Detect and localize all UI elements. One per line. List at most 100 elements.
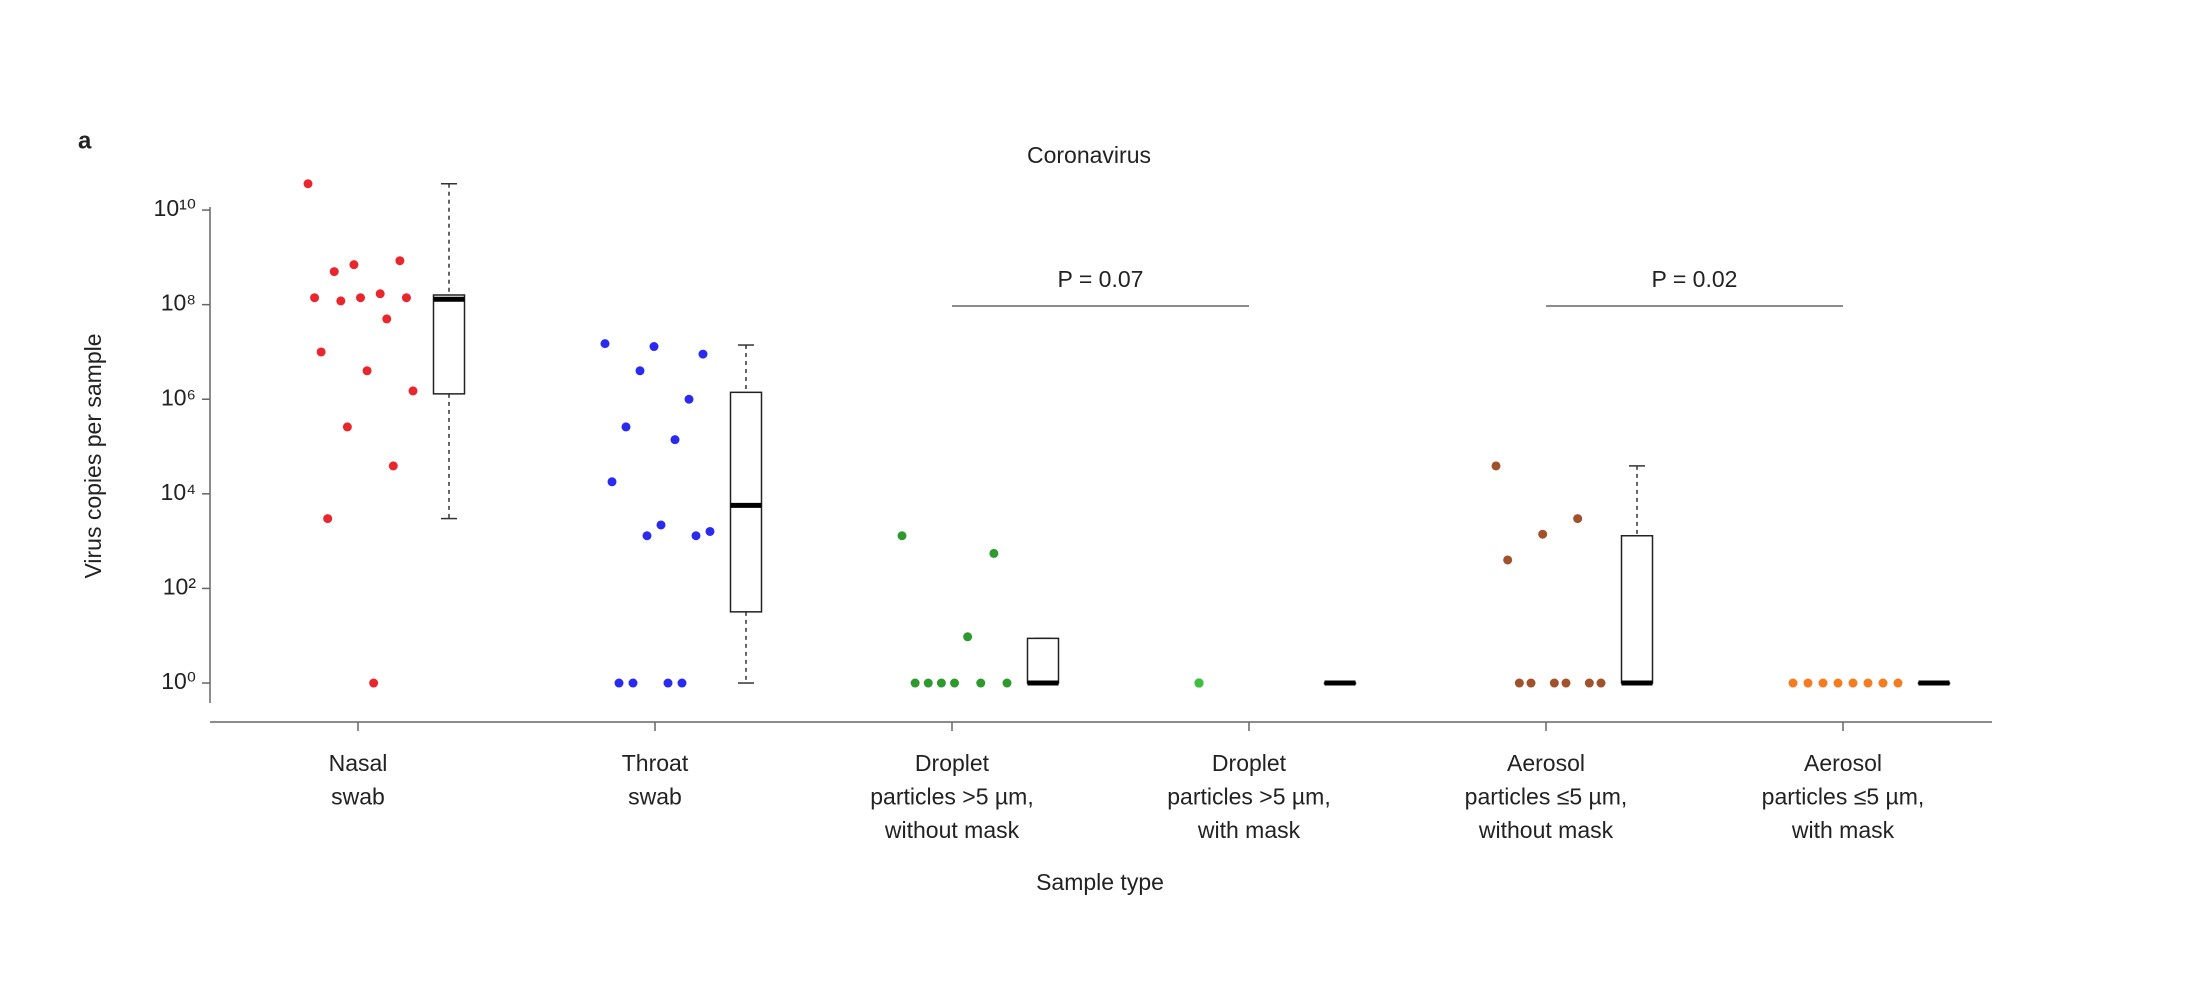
data-point <box>923 678 933 688</box>
data-point <box>375 289 385 299</box>
x-tick-label: Droplet particles >5 µm, without mask <box>870 750 1033 843</box>
x-tick-label-line: particles ≤5 µm, <box>1465 784 1628 810</box>
data-point <box>316 347 326 357</box>
data-point <box>303 179 313 189</box>
data-point <box>1818 678 1828 688</box>
data-point <box>607 477 617 487</box>
panel-label: a <box>78 127 92 154</box>
significance-label: P = 0.02 <box>1652 266 1738 292</box>
data-point <box>989 548 999 558</box>
x-tick-label: Throat swab <box>622 750 689 810</box>
box <box>432 294 466 395</box>
data-point <box>910 678 920 688</box>
data-point <box>950 678 959 688</box>
data-point <box>963 632 973 642</box>
x-tick-label-line: Droplet <box>1212 750 1287 776</box>
data-point <box>642 531 652 541</box>
data-point <box>1848 678 1858 688</box>
data-point <box>369 678 379 688</box>
x-tick-label-line: Throat <box>622 750 689 776</box>
data-point <box>1833 678 1843 688</box>
x-tick-label-line: particles >5 µm, <box>1167 784 1330 810</box>
data-point <box>628 678 638 688</box>
y-tick-label: 10¹⁰ <box>154 195 196 221</box>
data-point <box>1893 678 1903 688</box>
x-tick-label: Nasal swab <box>329 750 388 810</box>
x-tick-label-line: swab <box>628 784 682 810</box>
data-point <box>395 256 405 266</box>
x-tick-label-line: swab <box>331 784 385 810</box>
data-point <box>342 422 352 432</box>
x-tick-label-line: Nasal <box>329 750 388 776</box>
data-point <box>976 678 986 688</box>
data-point <box>670 435 680 445</box>
data-point <box>401 293 411 303</box>
x-tick-label-line: Aerosol <box>1507 750 1585 776</box>
data-point <box>656 520 666 530</box>
x-tick-label-line: with mask <box>1197 817 1301 843</box>
chart-title: Coronavirus <box>1027 142 1151 168</box>
box <box>729 391 763 613</box>
data-point <box>1503 555 1513 565</box>
x-axis-label: Sample type <box>1036 869 1164 895</box>
data-point <box>1573 514 1583 524</box>
data-point <box>1538 529 1548 539</box>
x-tick-label-line: without mask <box>1478 817 1614 843</box>
data-point <box>1584 678 1594 688</box>
data-point <box>356 293 365 303</box>
data-point <box>362 366 372 376</box>
data-point <box>663 678 673 688</box>
data-point <box>698 349 708 359</box>
data-point <box>705 526 715 536</box>
data-point <box>677 678 687 688</box>
x-tick-label-line: without mask <box>884 817 1020 843</box>
x-tick-label-line: Aerosol <box>1804 750 1882 776</box>
data-point <box>1514 678 1524 688</box>
data-point <box>323 514 333 524</box>
y-tick-label: 10⁴ <box>161 479 196 505</box>
x-tick-label-line: particles ≤5 µm, <box>1762 784 1925 810</box>
data-point <box>649 342 659 352</box>
data-point <box>1561 678 1571 688</box>
data-point <box>329 267 339 277</box>
data-point <box>1491 461 1501 471</box>
data-point <box>388 461 398 471</box>
data-point <box>600 339 610 349</box>
data-point <box>408 386 418 396</box>
significance-label: P = 0.07 <box>1058 266 1144 292</box>
data-point <box>621 422 631 432</box>
y-tick-label: 10⁶ <box>161 384 196 410</box>
y-tick-label: 10⁸ <box>161 290 196 316</box>
x-tick-label: Aerosol particles ≤5 µm, without mask <box>1465 750 1628 843</box>
data-point <box>635 366 645 376</box>
data-point <box>1788 678 1798 688</box>
data-point <box>1863 678 1873 688</box>
y-axis-label: Virus copies per sample <box>80 333 106 578</box>
data-point <box>1596 678 1606 688</box>
y-tick-label: 10⁰ <box>161 668 196 694</box>
data-point <box>684 394 694 404</box>
data-point <box>1803 678 1813 688</box>
data-point <box>614 678 624 688</box>
y-tick-label: 10² <box>163 574 197 600</box>
data-point <box>691 531 701 541</box>
data-point <box>336 296 346 306</box>
data-point <box>382 314 392 324</box>
data-point <box>936 678 946 688</box>
data-point <box>1526 678 1536 688</box>
x-tick-label: Droplet particles >5 µm, with mask <box>1167 750 1330 843</box>
x-tick-label: Aerosol particles ≤5 µm, with mask <box>1762 750 1925 843</box>
x-tick-label-line: Droplet <box>915 750 990 776</box>
data-point <box>1878 678 1888 688</box>
box <box>1026 637 1060 684</box>
data-point <box>1549 678 1559 688</box>
x-tick-label-line: with mask <box>1791 817 1895 843</box>
data-point <box>1194 678 1204 688</box>
data-point <box>310 293 320 303</box>
box <box>1620 535 1654 684</box>
data-point <box>897 531 907 541</box>
data-point <box>1002 678 1012 688</box>
data-point <box>349 260 359 270</box>
